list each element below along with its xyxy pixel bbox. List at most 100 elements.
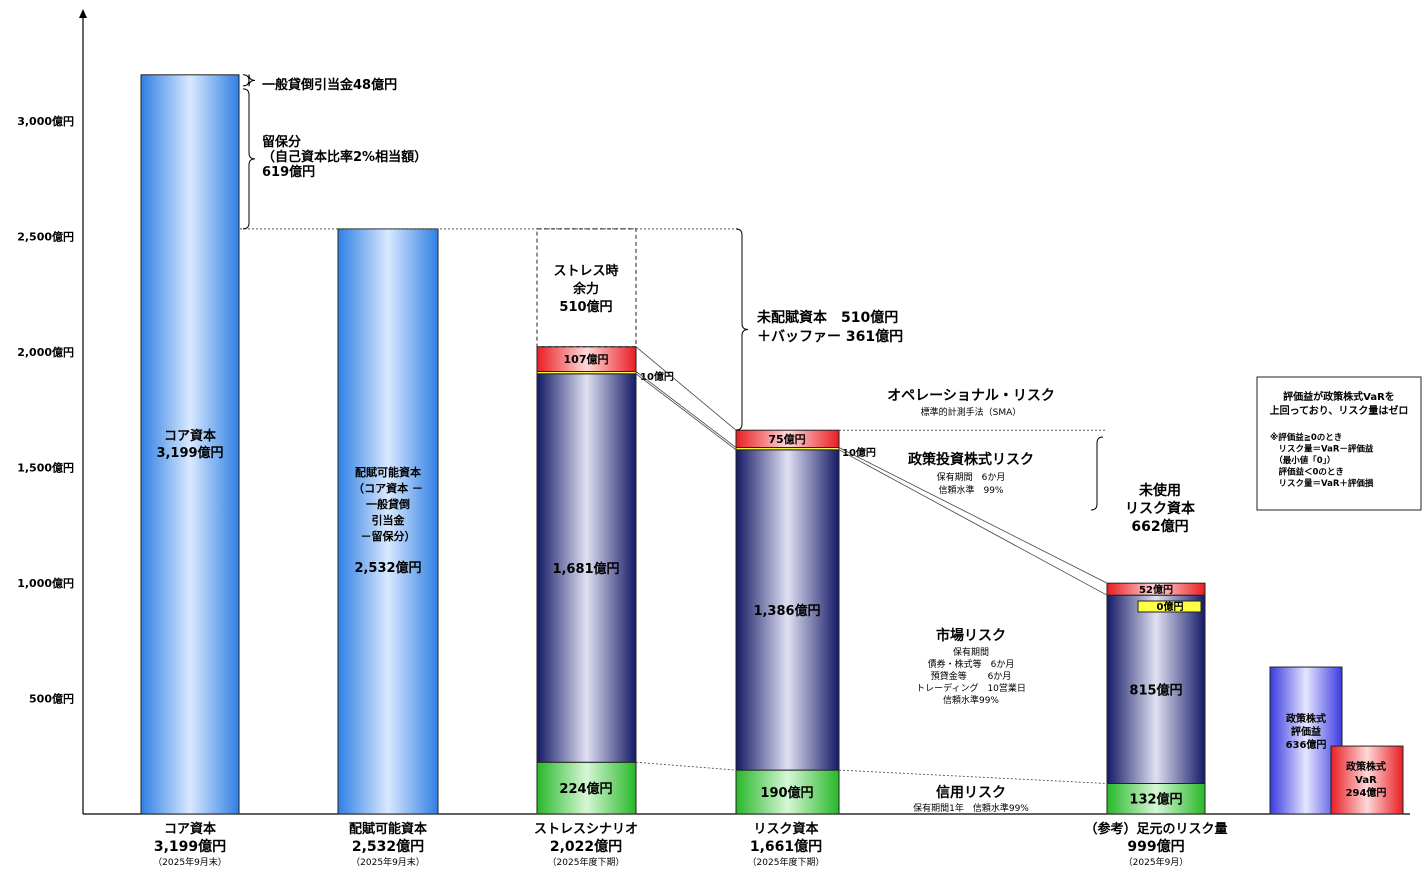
y-axis-arrow [79,9,87,18]
annotation-market-sub-1: 債券・株式等 6か月 [928,658,1015,670]
stress-market-segment [536,373,637,763]
allocable-capital-bar [337,228,439,815]
conn-eq-bot-3-4 [635,373,737,451]
annotation-operational-title: オペレーショナル・リスク [887,388,1055,404]
equity-gain-bar [1269,666,1343,815]
risk-capital-equity-label: 10億円 [842,446,876,459]
annotation-retained-0: 留保分 [262,134,301,150]
note-line-5: （最小値「0」） [1270,455,1335,466]
stress-market-label: 1,681億円 [552,561,619,577]
note-line-4: リスク量＝VaR－評価益 [1270,444,1374,455]
y-tick-label-3: 2,000億円 [17,345,74,359]
x-label-0-value: 3,199億円 [154,838,226,855]
allocable-capital-value: 2,532億円 [354,560,421,576]
annotation-credit-title: 信用リスク [936,784,1006,801]
stress-credit-segment [536,761,637,815]
risk-capital-credit-segment [735,769,840,815]
brace-unused [1090,436,1104,511]
y-tick-label-1: 1,000億円 [17,576,74,590]
note-line-7: リスク量＝VaR＋評価損 [1270,478,1374,489]
annotation-market-title: 市場リスク [936,627,1006,644]
allocable-capital-label-1: （コア資本 － [353,481,423,495]
y-tick-label-2: 1,500億円 [17,460,74,474]
annotation-operational-sub: 標準的計測手法（SMA） [921,406,1022,418]
conn-credit-4-5 [838,769,1108,784]
stress-margin-label-2: 510億円 [559,299,612,315]
x-label-4-name: （参考）足元のリスク量 [1084,821,1227,837]
note-box [1256,376,1422,511]
risk-capital-operational-segment [735,429,840,449]
note-line-1: 上回っており、リスク量はゼロ [1270,404,1409,417]
equity-var-label-1: VaR [1355,775,1377,786]
x-label-4-date: （2025年9月） [1124,856,1189,868]
stress-margin-box [536,228,637,348]
note-line-0: 評価益が政策株式VaRを [1283,390,1395,403]
current-risk-credit-segment [1106,782,1206,815]
risk-capital-market-segment [735,449,840,771]
allocable-capital-label-2: 一般貸倒 [366,497,410,511]
annotation-market-sub-3: トレーディング 10営業日 [916,682,1026,694]
stress-margin-label-0: ストレス時 [553,263,618,279]
x-label-3-name: リスク資本 [753,821,818,837]
risk-capital-operational-label: 75億円 [768,432,805,446]
equity-gain-label-0: 政策株式 [1286,712,1326,725]
stress-credit-label: 224億円 [559,781,612,797]
annotation-market-sub-4: 信頼水準99% [943,694,999,706]
x-label-1-name: 配賦可能資本 [349,821,427,837]
annotation-general-allowance: 一般貸倒引当金48億円 [262,77,397,93]
risk-capital-credit-label: 190億円 [760,785,813,801]
equity-gain-label-1: 評価益 [1291,725,1321,738]
conn-eq-bot-4-5 [838,449,1108,596]
x-label-0-date: （2025年9月末） [153,856,227,868]
current-equity-label: 0億円 [1157,600,1184,613]
y-tick-label-4: 2,500億円 [17,229,74,243]
annotation-unused-1: リスク資本 [1125,500,1196,517]
core-capital-bar [140,74,240,815]
current-credit-label: 132億円 [1129,792,1182,808]
equity-var-label-2: 294億円 [1346,786,1387,799]
current-risk-operational-segment [1106,582,1206,596]
brace-retained [242,88,256,230]
x-label-1-value: 2,532億円 [352,838,424,855]
x-label-3-date: （2025年度下期） [748,856,825,868]
brace-general-allowance [242,74,256,87]
annotation-equity-sub-0: 保有期間 6か月 [937,471,1006,483]
y-tick-label-0: 500億円 [29,691,74,705]
brace-unallocated [735,228,749,431]
core-capital-label-1: 3,199億円 [156,445,223,461]
stress-equity-label: 10億円 [640,370,674,383]
equity-gain-label-2: 636億円 [1286,738,1327,751]
x-label-2-value: 2,022億円 [550,838,622,855]
allocable-capital-label-3: 引当金 [372,513,406,527]
x-label-1-date: （2025年9月末） [351,856,425,868]
allocable-capital-label-4: －留保分） [361,529,416,543]
annotation-market-sub-2: 預貸金等 6か月 [931,670,1012,682]
x-label-4-value: 999億円 [1127,838,1184,855]
x-label-2-date: （2025年度下期） [548,856,625,868]
stress-operational-label: 107億円 [564,352,609,366]
allocable-capital-label-0: 配賦可能資本 [355,465,421,479]
current-market-label: 815億円 [1129,682,1182,698]
annotation-equity-title: 政策投資株式リスク [908,451,1034,468]
annotation-unused-2: 662億円 [1131,518,1188,535]
annotation-market-sub-0: 保有期間 [953,646,989,658]
current-equity-marker [1137,600,1202,613]
annotation-retained-1: （自己資本比率2%相当額） [262,149,427,165]
note-line-3: ※評価益≧0のとき [1270,432,1342,443]
equity-var-bar [1330,745,1404,815]
x-label-2-name: ストレスシナリオ [534,822,638,837]
annotation-equity-sub-1: 信頼水準 99% [938,484,1003,496]
current-risk-market-segment [1106,594,1206,784]
conn-op-3-4 [635,346,737,431]
x-label-0-name: コア資本 [164,821,216,837]
annotation-unallocated-1: ＋バッファー 361億円 [757,328,903,345]
conn-credit-3-4 [635,761,737,771]
y-tick-label-5: 3,000億円 [17,114,74,128]
annotation-unallocated-0: 未配賦資本 510億円 [757,309,898,326]
stress-operational-segment [536,346,637,373]
stress-margin-label-1: 余力 [572,281,599,297]
core-capital-label-0: コア資本 [164,428,216,444]
current-operational-label: 52億円 [1139,583,1173,596]
annotation-retained-2: 619億円 [262,164,315,180]
